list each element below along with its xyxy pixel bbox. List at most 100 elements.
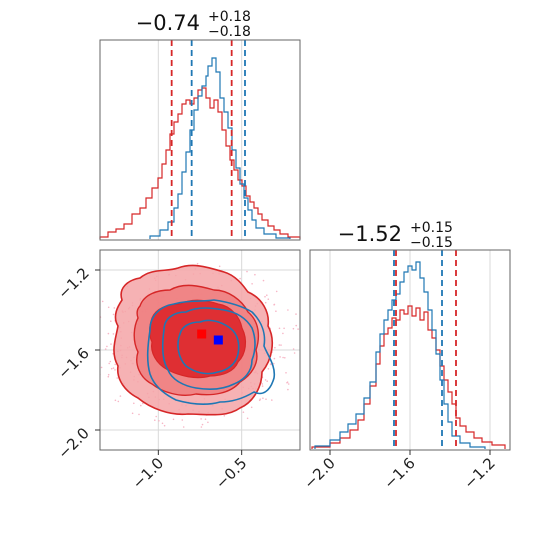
joint-sample-dot xyxy=(100,366,103,369)
joint-sample-dot xyxy=(285,372,287,374)
joint-sample-dot xyxy=(104,348,107,350)
joint-sample-dot xyxy=(119,395,122,397)
joint-sample-dot xyxy=(284,357,286,359)
joint-sample-dot xyxy=(223,415,226,417)
joint-truth-markers xyxy=(197,329,223,345)
hist-x-red-series xyxy=(99,87,301,239)
joint-blue-contour-outer xyxy=(146,299,276,405)
joint-sample-dot xyxy=(279,356,281,358)
joint-blue-contour-inner xyxy=(177,319,240,375)
hist-x-grid xyxy=(157,40,243,240)
hist-x-panel: −0.74 +0.18 −0.18 xyxy=(99,9,301,241)
joint-sample-dot xyxy=(286,381,289,384)
joint-sample-dot xyxy=(275,310,277,313)
joint-sample-dot xyxy=(161,422,164,425)
hist-x-quantiles xyxy=(170,40,246,240)
joint-sample-dot xyxy=(207,421,209,424)
joint-xtick-label: −1.0 xyxy=(129,454,167,492)
joint-sample-dot xyxy=(107,373,110,376)
joint-sample-dot xyxy=(239,277,241,280)
hist-x-blue-series xyxy=(149,57,291,239)
joint-blue-contour-mid xyxy=(162,307,256,390)
joint-sample-dot xyxy=(106,345,108,348)
joint-sample-dot xyxy=(107,306,110,309)
joint-sample-dot xyxy=(275,290,278,293)
joint-sample-dot xyxy=(246,270,248,273)
joint-sample-dot xyxy=(95,326,97,328)
hist-y-xtick-label: −2.0 xyxy=(300,454,338,492)
joint-sample-dot xyxy=(292,327,295,330)
joint-marker-blue xyxy=(213,335,223,345)
joint-sample-dot xyxy=(163,424,166,427)
hist-x-frame xyxy=(99,39,301,241)
joint-sample-dot xyxy=(114,399,117,402)
joint-sample-dot xyxy=(172,418,175,421)
joint-sample-dot xyxy=(282,356,284,359)
joint-sample-dot xyxy=(96,369,98,371)
joint-x-ticks: −1.0 −0.5 xyxy=(129,450,250,493)
joint-sample-dot xyxy=(112,313,115,316)
joint-sample-dot xyxy=(265,398,267,401)
joint-ytick-label: −1.2 xyxy=(54,264,92,302)
joint-sample-dot xyxy=(274,346,276,349)
joint-sample-dot xyxy=(280,344,282,346)
joint-sample-dot xyxy=(282,332,284,335)
joint-sample-dot xyxy=(133,402,135,405)
joint-sample-dot xyxy=(264,295,266,298)
hist-y-xtick-label: −1.6 xyxy=(380,454,418,492)
joint-sample-dot xyxy=(110,343,112,345)
hist-y-title-sup: +0.15 xyxy=(410,220,453,236)
joint-sample-dot xyxy=(113,307,116,309)
joint-sample-dot xyxy=(297,328,299,330)
joint-sample-dot xyxy=(88,330,90,332)
joint-panel: −1.0 −0.5 −1.2 −1.6 −2.0 xyxy=(54,249,305,493)
joint-sample-dot xyxy=(107,332,110,335)
joint-sample-dot xyxy=(287,383,290,385)
hist-y-quantiles xyxy=(393,250,457,450)
joint-xtick-label: −0.5 xyxy=(212,454,250,492)
joint-ytick-label: −1.6 xyxy=(54,344,92,382)
joint-sample-dot xyxy=(89,321,91,323)
hist-x-title-sub: −0.18 xyxy=(208,24,251,40)
hist-y-grid xyxy=(329,250,491,450)
joint-sample-dot xyxy=(110,320,112,323)
joint-sample-dot xyxy=(181,419,184,421)
joint-sample-dot xyxy=(246,417,249,420)
joint-y-ticks: −1.2 −1.6 −2.0 xyxy=(54,264,100,463)
joint-sample-dot xyxy=(107,375,110,378)
joint-sample-dot xyxy=(138,413,140,416)
joint-sample-dot xyxy=(196,262,199,265)
joint-sample-dot xyxy=(269,363,272,365)
joint-sample-dot xyxy=(267,368,270,370)
joint-sample-dot xyxy=(295,313,297,315)
joint-sample-dot xyxy=(114,363,116,366)
joint-sample-dot xyxy=(264,379,267,381)
joint-sample-dot xyxy=(117,400,120,403)
joint-sample-dot xyxy=(140,404,142,407)
joint-sample-dot xyxy=(266,380,269,383)
joint-sample-dot xyxy=(89,366,91,368)
joint-sample-dot xyxy=(200,418,202,420)
joint-sample-dot xyxy=(278,327,281,330)
joint-sample-dot xyxy=(303,346,305,348)
joint-sample-dot xyxy=(242,411,245,414)
joint-sample-dot xyxy=(94,364,96,366)
joint-sample-dot xyxy=(131,412,134,415)
joint-ytick-label: −2.0 xyxy=(54,424,92,462)
joint-sample-dot xyxy=(283,327,285,330)
joint-sample-dot xyxy=(262,397,264,400)
joint-sample-dot xyxy=(264,301,267,304)
joint-sample-dot xyxy=(292,348,295,350)
joint-sample-dot xyxy=(261,383,264,385)
hist-x-title-sup: +0.18 xyxy=(208,9,251,25)
joint-sample-dot xyxy=(262,279,265,282)
joint-sample-dot xyxy=(266,294,268,297)
joint-sample-dot xyxy=(267,298,270,301)
joint-sample-dot xyxy=(254,273,256,276)
hist-y-panel: −1.52 +0.15 −0.15 −2.0 −1.6 −1.2 xyxy=(300,220,511,493)
joint-sample-dot xyxy=(273,357,276,360)
joint-sample-dot xyxy=(278,344,281,346)
joint-sample-dot xyxy=(158,420,160,422)
joint-sample-dot xyxy=(218,265,221,268)
hist-y-xtick-label: −1.2 xyxy=(460,454,498,492)
